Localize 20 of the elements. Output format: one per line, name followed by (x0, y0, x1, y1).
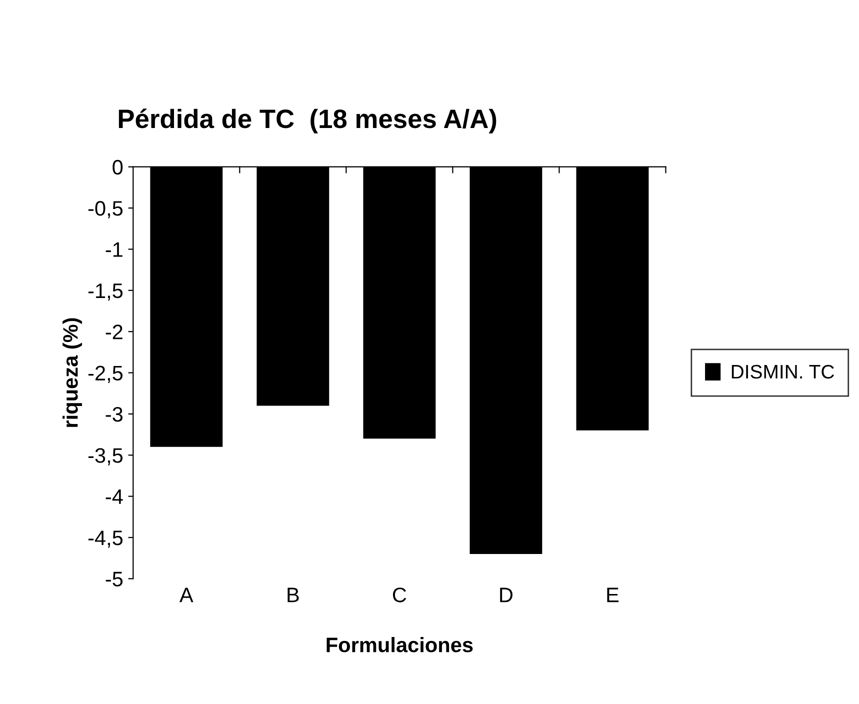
y-tick-label: -1 (106, 242, 122, 257)
x-tick-label: E (607, 588, 619, 602)
chart-title: Pérdida de TC (18 meses A/A) (118, 108, 496, 134)
y-axis-title: riqueza (%) (62, 318, 82, 427)
y-tick-label: -4 (106, 490, 123, 504)
y-tick-label: 0 (112, 160, 123, 175)
x-tick-label: A (179, 588, 194, 602)
y-tick-label: -2 (106, 324, 122, 340)
y-tick-label: -5 (106, 572, 123, 586)
y-tick-label: -0,5 (88, 201, 123, 218)
legend-label: DISMIN. TC (732, 364, 834, 379)
y-tick-label: -3,5 (88, 448, 123, 466)
y-tick-label: -3 (106, 406, 123, 422)
x-axis-title: Formulaciones (326, 636, 473, 652)
x-tick-label: B (288, 588, 299, 602)
y-tick-label: -1,5 (88, 284, 123, 301)
x-tick-label: C (392, 588, 406, 602)
y-tick-label: -4,5 (88, 530, 123, 548)
y-tick-label: -2,5 (88, 366, 123, 383)
x-tick-label: D (500, 588, 512, 602)
